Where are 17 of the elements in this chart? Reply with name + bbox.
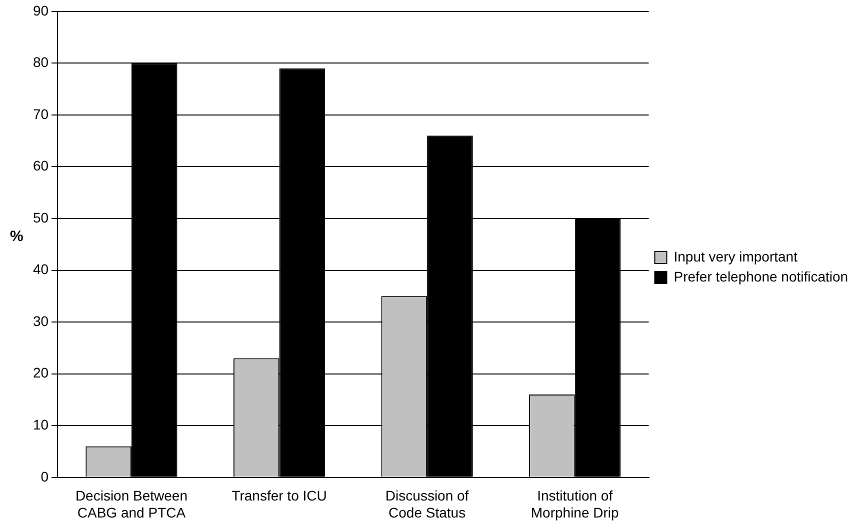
legend-label: Prefer telephone notification [674, 268, 848, 284]
x-tick-label: Transfer to ICU [232, 488, 327, 504]
y-tick-label: 60 [32, 158, 49, 174]
y-tick-label: 0 [40, 468, 49, 484]
y-tick-label: 50 [32, 209, 49, 226]
x-tick-label: Discussion of Code Status [385, 488, 469, 520]
y-tick-label: 70 [32, 106, 49, 122]
y-tick-label: 20 [32, 364, 49, 381]
y-tick-label: 40 [32, 261, 49, 278]
y-tick-label: 10 [32, 416, 49, 432]
legend-label: Input very important [674, 248, 798, 264]
y-tick-label: 90 [32, 2, 49, 18]
y-tick-label: 80 [32, 54, 49, 70]
y-axis-title: % [10, 228, 24, 245]
x-tick-label: Decision Between CABG and PTCA [75, 488, 188, 520]
y-tick-label: 30 [32, 312, 49, 329]
x-tick-label: Institution of Morphine Drip [530, 488, 620, 520]
